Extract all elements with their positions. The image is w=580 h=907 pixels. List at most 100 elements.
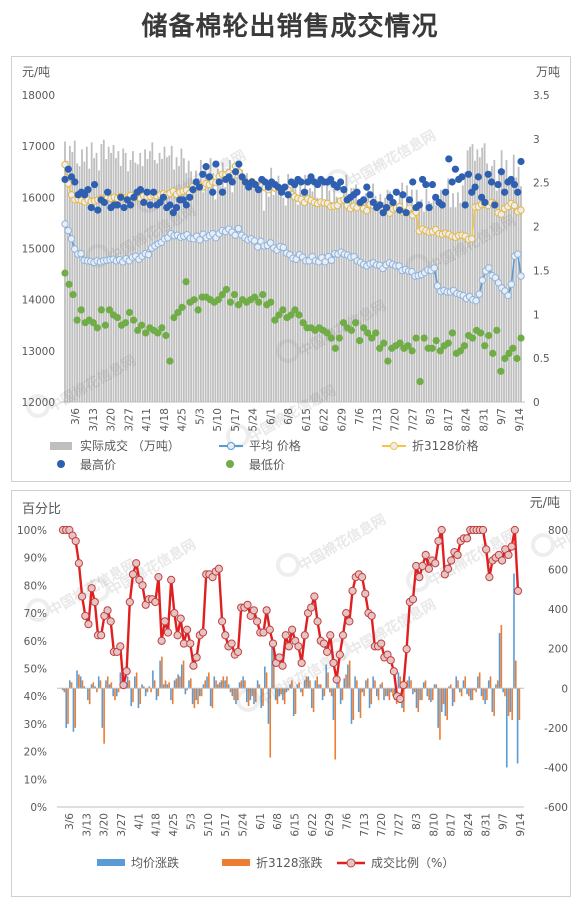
volume-bar <box>403 208 406 402</box>
volume-bar <box>289 187 292 402</box>
volume-bar <box>474 160 476 402</box>
avg-price-point <box>266 239 275 247</box>
ratio-point <box>307 603 316 612</box>
min-price-point <box>339 319 348 327</box>
min-price-point <box>428 344 436 352</box>
right-axis-label: 元/吨 <box>530 496 560 511</box>
ratio-point <box>227 639 236 648</box>
change-3128-bar <box>132 688 134 703</box>
max-price-point <box>409 178 417 186</box>
max-price-point <box>169 209 177 217</box>
change-3128-bar <box>146 688 149 693</box>
ratio-point <box>386 656 395 665</box>
avg-price-point <box>70 245 79 253</box>
avg-change-bar <box>199 688 201 697</box>
max-price-point <box>195 183 204 191</box>
change-3128-bar <box>352 688 355 720</box>
max-price-point <box>81 191 89 199</box>
max-price-point <box>418 175 427 184</box>
min-price-point <box>501 354 509 363</box>
volume-bar <box>432 199 435 402</box>
ratio-point <box>71 536 80 546</box>
change-3128-bar <box>200 688 203 697</box>
volume-bar <box>510 183 513 402</box>
left-tick-label: 13000 <box>22 346 55 358</box>
volume-bar <box>81 149 83 402</box>
ratio-point <box>275 653 284 662</box>
change-3128-bar <box>265 672 268 689</box>
ratio-point <box>367 611 376 620</box>
legend-label: 实际成交 （万吨） <box>80 438 180 453</box>
volume-bar <box>396 207 399 402</box>
change-3128-bar <box>96 688 98 693</box>
change-3128-bar <box>442 688 445 705</box>
change-3128-bar <box>370 688 373 705</box>
volume-bar <box>100 144 103 402</box>
min-price-point <box>113 313 122 322</box>
change-3128-bar <box>197 688 199 705</box>
max-price-point <box>225 173 233 181</box>
change-3128-bar <box>301 688 304 697</box>
volume-bar <box>294 187 297 402</box>
max-price-point <box>127 201 135 209</box>
change-3128-bar <box>168 682 170 689</box>
min-price-point <box>125 308 134 317</box>
max-price-point <box>235 160 243 168</box>
avg-price-point <box>64 226 72 235</box>
avg-change-bar <box>206 676 208 689</box>
x-tick-label: 3/27 <box>116 813 128 837</box>
volume-bar <box>430 202 433 402</box>
volume-bar <box>379 194 382 402</box>
min-price-point <box>267 298 275 306</box>
avg-change-bar <box>282 688 284 701</box>
volume-bar <box>156 163 159 402</box>
change-3128-bar <box>273 644 275 689</box>
volume-bar <box>507 178 510 402</box>
legend-label: 最低价 <box>249 458 285 472</box>
volume-bar <box>158 152 161 402</box>
min-price-point <box>355 337 364 345</box>
min-price-point <box>138 321 146 329</box>
min-price-point <box>295 311 303 319</box>
change-3128-bar <box>135 672 138 689</box>
min-price-point <box>416 377 424 386</box>
right-tick-label: 1 <box>533 309 540 321</box>
x-tick-label: 6/29 <box>336 408 348 432</box>
avg-change-bar <box>498 632 501 689</box>
min-price-point <box>134 326 142 334</box>
change-3128-bar <box>327 672 329 689</box>
max-price-point <box>71 178 79 186</box>
volume-bar <box>85 146 88 402</box>
left-tick-label: 16000 <box>22 192 55 204</box>
max-price-point <box>136 186 145 194</box>
avg-change-bar <box>152 670 154 689</box>
volume-bar <box>466 150 469 402</box>
min-price-point <box>497 367 505 375</box>
max-price-point <box>507 175 515 184</box>
min-price-point <box>335 334 344 342</box>
ratio-change-chart-panel: 百分比 元/吨 100% 90% 80% 70% 60% 50% 40% 30% 20% 10% 0% 8… <box>11 490 580 897</box>
avg-change-bar <box>379 684 382 689</box>
change-3128-bar <box>460 688 463 697</box>
change-3128-bar <box>182 660 185 689</box>
max-price-point <box>415 201 423 209</box>
max-price-point <box>281 183 289 191</box>
right-tick-label: 2.5 <box>533 178 550 190</box>
max-price-point <box>117 193 125 201</box>
avg-change-bar <box>448 686 450 689</box>
change-3128-bar <box>377 688 380 701</box>
change-3128-bar <box>244 680 246 689</box>
avg-change-bar <box>227 684 230 689</box>
avg-change-bar <box>375 688 378 697</box>
change-3128-bar <box>193 688 196 709</box>
volume-bar <box>132 151 134 402</box>
max-price-point <box>186 193 194 201</box>
volume-bar <box>304 174 307 402</box>
volume-bar <box>197 178 200 402</box>
volume-bar <box>107 146 110 402</box>
min-price-point <box>432 337 440 345</box>
price-3128-point <box>363 206 371 215</box>
change-3128-bar <box>421 688 423 701</box>
page-title: 储备棉轮出销售成交情况 <box>141 12 439 42</box>
min-price-point <box>234 301 243 309</box>
